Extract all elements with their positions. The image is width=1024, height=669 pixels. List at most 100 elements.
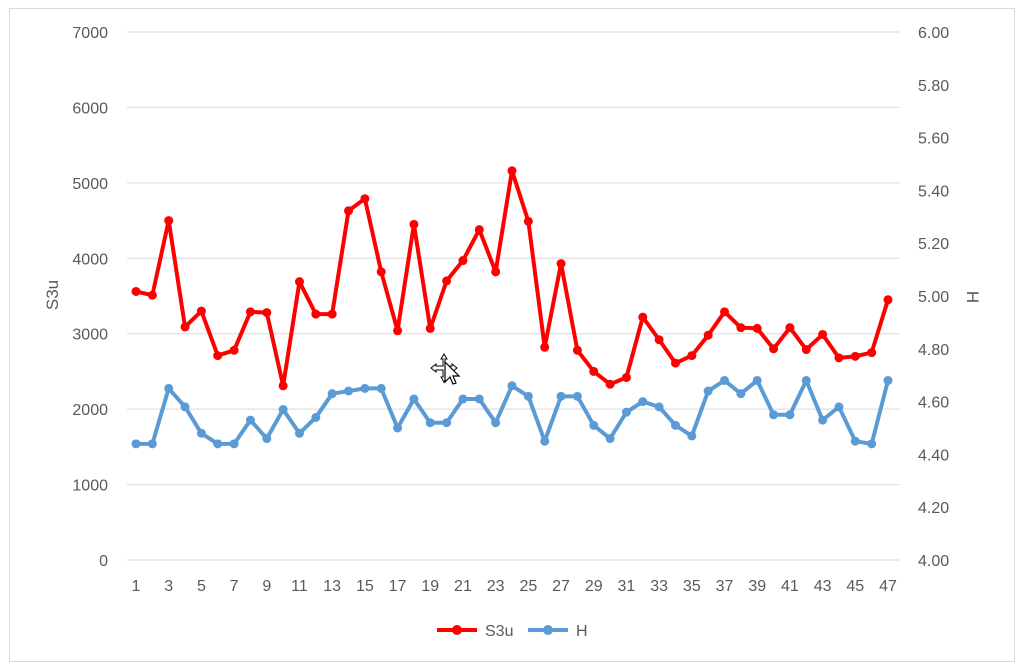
right-tick-label: 4.00 [918,553,949,570]
data-point-s3u [409,219,419,229]
x-tick-label: 15 [356,578,374,595]
legend-item-s3u: S3u [437,623,513,640]
data-point-s3u [556,259,566,269]
data-point-s3u [229,345,239,355]
right-tick-label: 5.20 [918,236,949,253]
data-point-h [769,410,779,420]
right-tick-label: 5.80 [918,78,949,95]
data-point-s3u [687,351,697,361]
left-tick-label: 6000 [72,100,108,117]
legend-item-h: H [528,623,588,640]
right-axis-ticks: 4.00 4.20 4.40 4.60 4.80 5.00 5.20 5.40 5.60 5.80… [918,25,949,570]
data-point-s3u [507,166,517,176]
data-point-s3u [393,326,403,336]
data-point-h [540,436,550,446]
right-tick-label: 4.20 [918,500,949,517]
x-tick-label: 5 [197,578,206,595]
data-point-h [213,439,223,449]
left-tick-label: 1000 [72,478,108,495]
right-tick-label: 6.00 [918,25,949,42]
data-point-h [785,410,795,420]
data-point-h [376,383,386,393]
right-tick-label: 5.40 [918,183,949,200]
data-point-s3u [245,307,255,317]
left-axis-ticks: 0 1000 2000 3000 4000 5000 6000 7000 [72,25,108,570]
move-cursor-icon [430,353,461,385]
x-tick-label: 43 [814,578,832,595]
data-point-s3u [442,276,452,286]
data-point-h [654,402,664,412]
right-tick-label: 5.00 [918,289,949,306]
legend-marker-h [543,625,553,635]
data-point-s3u [540,342,550,352]
data-point-s3u [327,309,337,319]
x-tick-label: 1 [132,578,141,595]
data-point-h [245,415,255,425]
gridlines [127,31,900,561]
legend-marker-s3u [452,625,462,635]
data-point-s3u [638,312,648,322]
data-point-s3u [376,267,386,277]
data-point-h [507,381,517,391]
data-point-s3u [491,267,501,277]
data-point-h [883,375,893,385]
data-point-s3u [834,353,844,363]
x-tick-label: 35 [683,578,701,595]
data-point-s3u [736,323,746,333]
data-point-h [801,375,811,385]
data-point-s3u [164,216,174,226]
data-point-h [670,420,680,430]
data-point-s3u [818,329,828,339]
x-tick-label: 45 [846,578,864,595]
series-layer [131,166,893,449]
data-point-h [327,389,337,399]
x-tick-label: 11 [291,578,308,595]
x-tick-label: 13 [323,578,341,595]
data-point-s3u [278,381,288,391]
data-point-h [834,402,844,412]
data-point-s3u [344,206,354,216]
data-point-h [196,428,206,438]
data-point-h [229,439,239,449]
x-tick-label: 21 [454,578,472,595]
x-tick-label: 25 [519,578,537,595]
legend-label-s3u: S3u [485,623,513,640]
data-point-h [605,434,615,444]
data-point-h [262,434,272,444]
data-point-s3u [262,308,272,318]
data-point-s3u [769,344,779,354]
data-point-s3u [311,309,321,319]
data-point-s3u [474,225,484,235]
data-point-s3u [572,345,582,355]
x-tick-label: 7 [230,578,239,595]
data-point-h [572,391,582,401]
data-point-s3u [720,307,730,317]
data-point-s3u [801,345,811,355]
x-tick-label: 23 [487,578,505,595]
chart-frame [9,8,1015,662]
data-point-h [818,415,828,425]
data-point-h [425,418,435,428]
left-tick-label: 7000 [72,25,108,42]
data-point-s3u [196,306,206,316]
data-point-h [638,397,648,407]
legend: S3u H [437,623,588,640]
data-point-h [523,391,533,401]
data-point-h [720,375,730,385]
data-point-s3u [785,323,795,333]
data-point-h [360,383,370,393]
left-tick-label: 3000 [72,327,108,344]
data-point-s3u [867,348,877,358]
x-tick-label: 27 [552,578,570,595]
data-point-s3u [458,256,468,266]
x-axis-ticks: 1 3 5 7 9 11 13 15 17 19 21 23 25 27 29 31 33 35 37 39 41 43 4… [132,578,897,595]
right-tick-label: 4.60 [918,395,949,412]
series-s3u [131,166,893,391]
left-tick-label: 4000 [72,251,108,268]
legend-label-h: H [576,623,588,640]
right-tick-label: 5.60 [918,131,949,148]
data-point-h [850,436,860,446]
right-axis-title: H [963,291,982,303]
data-point-s3u [752,323,762,333]
